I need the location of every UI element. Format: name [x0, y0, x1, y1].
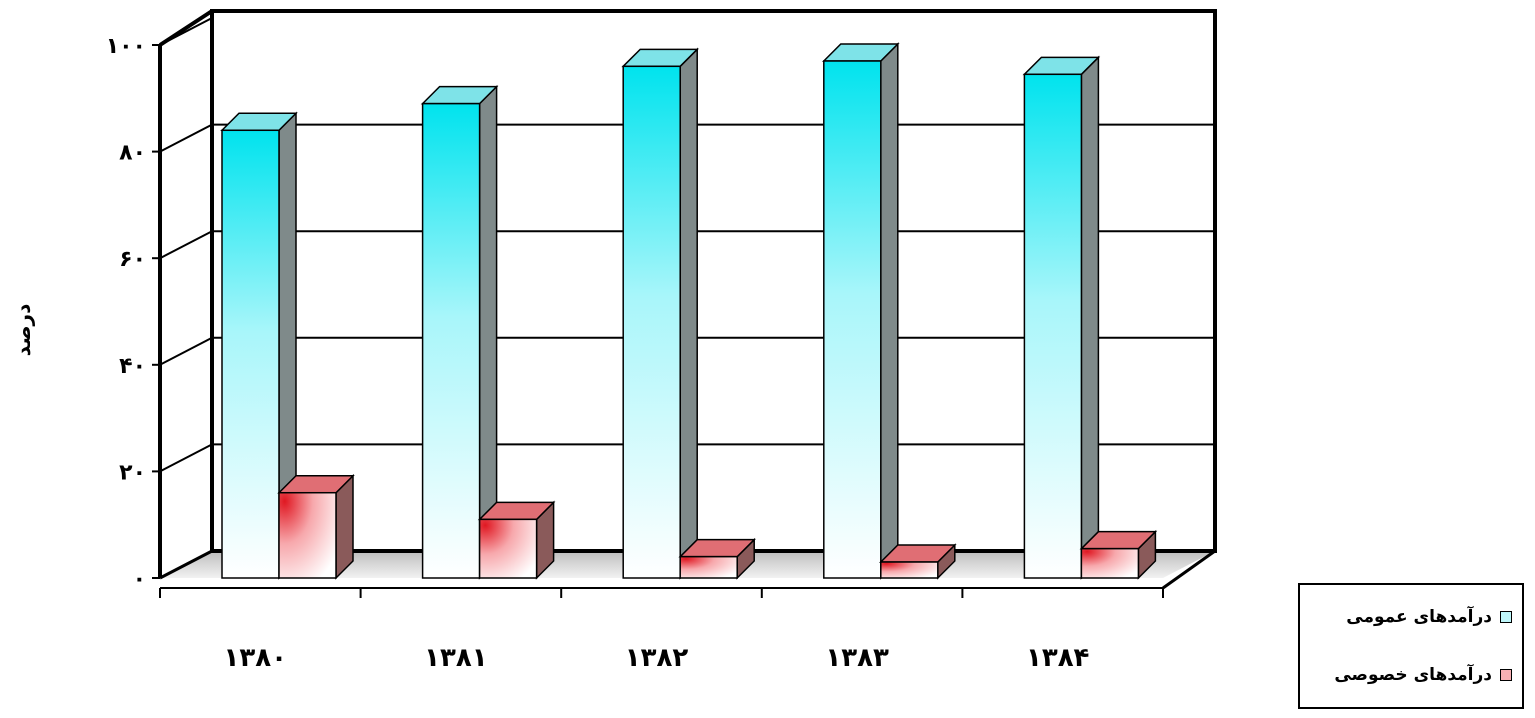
side-gridline — [159, 443, 213, 473]
legend-item-private-revenue: درآمدهای خصوصی — [1334, 665, 1512, 685]
bar-private — [880, 561, 939, 579]
legend-label: درآمدهای خصوصی — [1334, 665, 1492, 685]
bar-public — [622, 65, 681, 579]
side-gridline — [159, 336, 213, 366]
x-tick-label: ۱۳۸۱ — [424, 643, 487, 673]
bar-public — [221, 129, 280, 579]
legend-item-public-revenue: درآمدهای عمومی — [1346, 607, 1512, 627]
x-tick-label: ۱۳۸۲ — [625, 643, 689, 673]
bar-private — [679, 555, 738, 579]
side-wall-bottom — [159, 549, 213, 580]
legend-swatch-red — [1500, 669, 1512, 681]
y-axis-title: درصد — [11, 304, 35, 357]
x-tick-label: ۱۳۸۰ — [224, 643, 287, 673]
bar-public-side — [1080, 55, 1100, 580]
y-tick-label: ۰ — [133, 567, 146, 592]
bars-layer — [220, 42, 1158, 580]
y-tick-label: ۱۰۰ — [106, 34, 146, 59]
y-tick-label: ۴۰ — [119, 354, 146, 379]
x-tick-label: ۱۳۸۴ — [1026, 643, 1089, 673]
side-wall-top — [158, 9, 214, 47]
labels-layer: ۰ ۲۰ ۴۰ ۶۰ ۸۰ ۱۰۰ ۱۳۸۰ ۱۳۸۱ ۱۳۸۲ ۱۳۸۳ ۱۳۸۴ — [106, 34, 1090, 673]
bar-public-side — [880, 42, 899, 580]
bar-private — [478, 518, 538, 579]
side-gridline — [159, 230, 213, 260]
floor-right-edge — [1162, 549, 1216, 590]
bar-private — [1080, 547, 1140, 579]
y-tick-label: ۸۰ — [119, 141, 146, 166]
legend-swatch-cyan — [1500, 611, 1512, 623]
bar-private — [278, 491, 337, 579]
bar-public — [823, 60, 882, 579]
y-tick-label: ۶۰ — [119, 247, 146, 272]
legend-label: درآمدهای عمومی — [1346, 607, 1492, 627]
y-tick-label: ۲۰ — [119, 460, 146, 485]
legend: درآمدهای عمومی درآمدهای خصوصی — [1298, 583, 1524, 709]
bar-public — [421, 102, 481, 579]
bar-public-side — [679, 47, 698, 580]
side-gridline — [159, 123, 213, 153]
bar-public — [1023, 73, 1083, 579]
x-tick-label: ۱۳۸۳ — [825, 643, 889, 673]
